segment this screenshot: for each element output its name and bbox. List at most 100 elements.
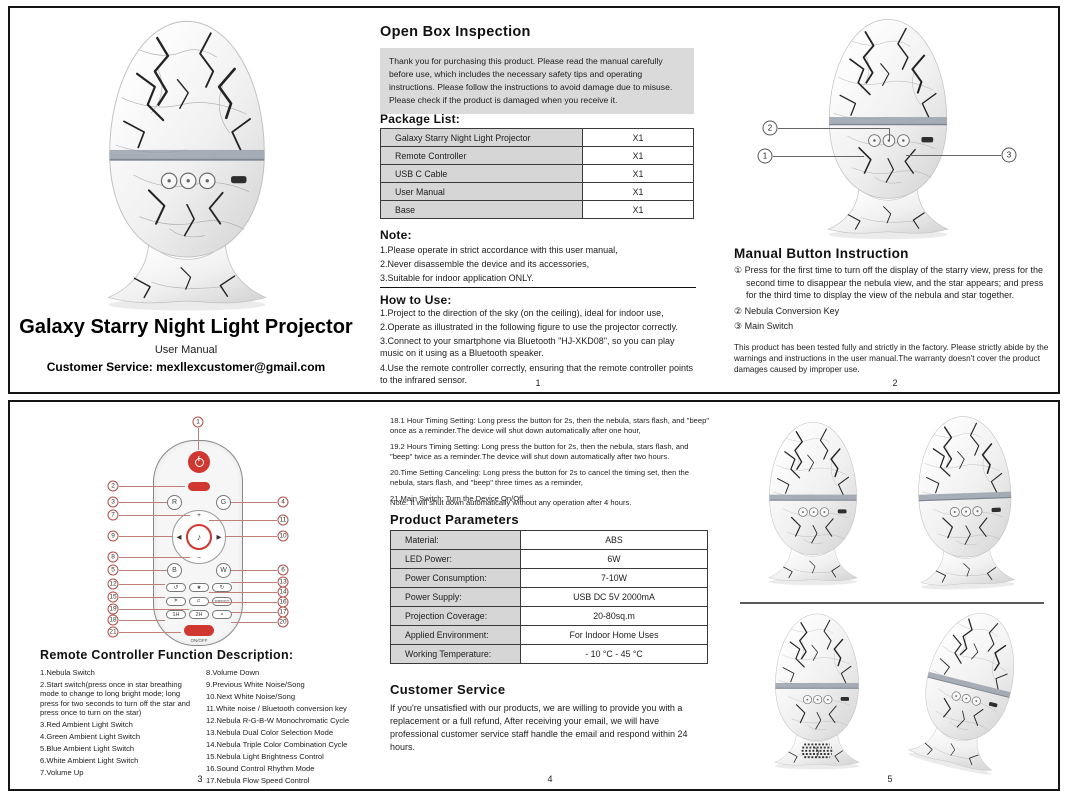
callout-line <box>119 514 190 516</box>
manual-sheet-top: Galaxy Starry Night Light Projector User… <box>8 6 1060 394</box>
section-heading-note: Note: <box>380 228 412 242</box>
callout-line <box>119 485 185 487</box>
table-cell: Material: <box>390 530 521 550</box>
music-center-button: ♪ <box>186 524 212 550</box>
callout-line <box>119 501 167 503</box>
callout-number: 6 <box>277 564 289 576</box>
remote-controller-diagram: R G + − ◀ ▶ ♪ B W ↺ ★ ↻ ☀ ♬ SPEED 1H 2H … <box>93 414 303 659</box>
page-number: 3 <box>197 774 203 784</box>
callout-line <box>773 155 864 157</box>
table-cell: X1 <box>582 200 694 219</box>
table-cell: X1 <box>582 164 694 183</box>
timing-settings-list: 18.1 Hour Timing Setting: Long press the… <box>390 416 710 509</box>
page-open-box: Open Box Inspection Thank you for purcha… <box>372 8 702 392</box>
callout-number: 21 <box>107 626 119 638</box>
list-item: 12.Nebula R-G-B-W Monochromatic Cycle <box>206 715 350 725</box>
callout-line <box>225 535 277 537</box>
projector-product-photo <box>68 14 306 312</box>
table-cell: Remote Controller <box>380 146 583 165</box>
callout-line <box>119 619 165 621</box>
table-row: Remote Controller X1 <box>380 146 694 165</box>
auto-shutdown-note: Note: It will shut down automatically wi… <box>390 498 632 507</box>
page-number: 2 <box>892 378 898 388</box>
start-switch-button <box>188 482 210 491</box>
callout-line <box>778 127 889 129</box>
list-item: 15.Nebula Light Brightness Control <box>206 751 324 761</box>
gallery-divider <box>740 602 1044 604</box>
list-item: 3.Red Ambient Light Switch <box>40 720 133 730</box>
white-light-button: W <box>216 563 231 578</box>
warranty-text: This product has been tested fully and s… <box>734 343 1049 375</box>
callout-line <box>119 556 190 558</box>
callout-number: 12 <box>107 578 119 590</box>
speaker-grille <box>801 743 833 759</box>
sound-control-button: ♬ <box>189 596 209 606</box>
button-instruction-list: ① Press for the first time to turn off t… <box>734 264 1056 336</box>
table-row: Applied Environment: For Indoor Home Uses <box>390 625 708 645</box>
callout-line <box>231 581 277 583</box>
section-heading-customer-service: Customer Service <box>390 682 506 697</box>
callout-number: 4 <box>277 496 289 508</box>
list-item: 3.Suitable for indoor application ONLY. <box>380 273 534 284</box>
callout-line <box>119 583 165 585</box>
list-item: 10.Next White Noise/Song <box>206 691 296 701</box>
manual-sheet-bottom: R G + − ◀ ▶ ♪ B W ↺ ★ ↻ ☀ ♬ SPEED 1H 2H … <box>8 400 1060 791</box>
callout-number: 3 <box>1001 147 1017 163</box>
previous-track-icon: ◀ <box>176 533 182 541</box>
callout-number: 7 <box>107 509 119 521</box>
how-to-use-list: 1.Project to the direction of the sky (o… <box>380 307 696 388</box>
section-heading-remote-functions: Remote Controller Function Description: <box>40 648 294 662</box>
callout-number: 1 <box>757 148 773 164</box>
section-heading-open-box: Open Box Inspection <box>380 24 531 40</box>
table-cell: X1 <box>582 128 694 147</box>
list-item: 18.1 Hour Timing Setting: Long press the… <box>390 416 710 436</box>
section-heading-how-to-use: How to Use: <box>380 293 452 307</box>
callout-number: 20 <box>277 616 289 628</box>
table-cell: USB DC 5V 2000mA <box>520 587 708 607</box>
section-heading-manual-button: Manual Button Instruction <box>734 246 909 261</box>
list-item: 13.Nebula Dual Color Selection Mode <box>206 727 334 737</box>
function-list-right: 8.Volume Down 9.Previous White Noise/Song… <box>206 668 406 788</box>
list-item: ① Press for the first time to turn off t… <box>734 265 1044 301</box>
table-cell: Galaxy Starry Night Light Projector <box>380 128 583 147</box>
list-item: 16.Sound Control Rhythm Mode <box>206 763 315 773</box>
section-divider <box>380 287 696 288</box>
timer-1h-button: 1H <box>166 610 186 619</box>
section-heading-product-parameters: Product Parameters <box>390 512 519 527</box>
callout-line <box>119 596 165 598</box>
speed-label: SPEED <box>214 599 229 604</box>
manual-subtitle: User Manual <box>154 344 218 356</box>
callout-number: 8 <box>107 551 119 563</box>
table-cell: USB C Cable <box>380 164 583 183</box>
product-title: Galaxy Starry Night Light Projector <box>19 316 353 338</box>
page-product-gallery: 5 <box>716 402 1062 789</box>
callout-number: 3 <box>107 496 119 508</box>
list-item: 4.Use the remote controller correctly, e… <box>380 362 693 385</box>
page-product-parameters: 18.1 Hour Timing Setting: Long press the… <box>382 402 716 789</box>
projector-view-angle <box>891 410 1039 593</box>
callout-line <box>209 519 277 521</box>
list-item: 14.Nebula Triple Color Combination Cycle <box>206 739 348 749</box>
brightness-button: ☀ <box>166 596 186 606</box>
list-item: 2.Never disassemble the device and its a… <box>380 259 590 270</box>
package-list-table: Galaxy Starry Night Light Projector X1 Rem… <box>380 128 694 219</box>
volume-down-icon: − <box>197 555 201 562</box>
list-item: 20.Time Setting Canceling: Long press th… <box>390 467 690 488</box>
callout-number: 19 <box>107 603 119 615</box>
list-item: 19.2 Hours Timing Setting: Long press th… <box>390 441 689 462</box>
customer-service-email: Customer Service: mexllexcustomer@gmail.… <box>46 360 326 374</box>
timer-cancel-button: × <box>212 610 232 619</box>
list-item: 6.White Ambient Light Switch <box>40 756 139 766</box>
table-cell: 7-10W <box>520 568 708 588</box>
table-row: User Manual X1 <box>380 182 694 201</box>
callout-number: 15 <box>107 591 119 603</box>
table-cell: Power Consumption: <box>390 568 521 588</box>
table-cell: User Manual <box>380 182 583 201</box>
list-item: 8.Volume Down <box>206 668 260 677</box>
nebula-power-button <box>188 451 210 473</box>
page-cover: Galaxy Starry Night Light Projector User… <box>10 8 370 392</box>
table-cell: Base <box>380 200 583 219</box>
table-cell: Applied Environment: <box>390 625 521 645</box>
list-item: 5.Blue Ambient Light Switch <box>40 744 135 754</box>
projector-view-speaker <box>750 610 884 770</box>
